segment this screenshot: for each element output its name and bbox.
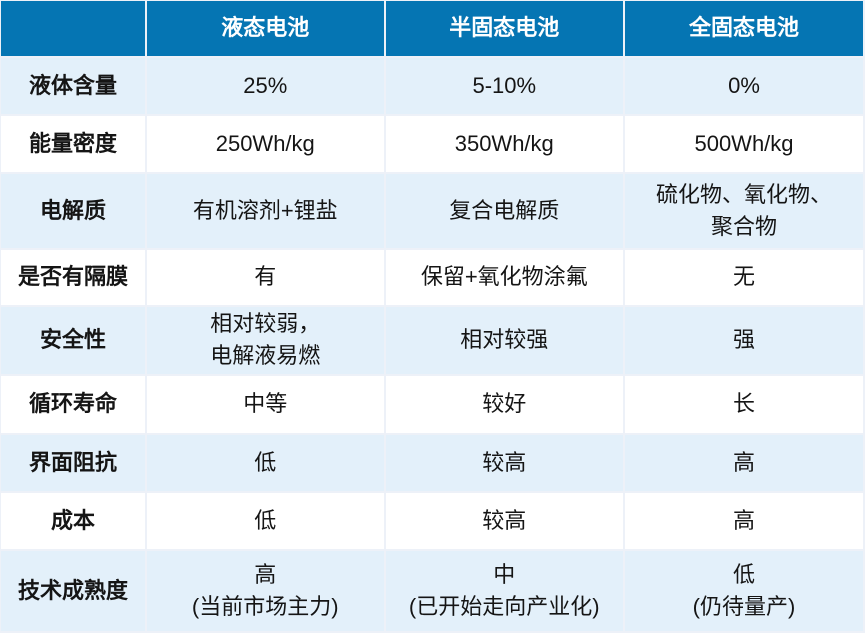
data-cell-2-2-line: 硫化物、氧化物、	[655, 181, 832, 207]
data-cell-5-2-line: 长	[732, 391, 755, 416]
row-label-0: 液体含量	[1, 57, 145, 114]
row-label-4: 安全性	[1, 306, 145, 374]
data-cell-2-1-line: 复合电解质	[449, 197, 560, 223]
data-cell-6-2-line: 高	[732, 449, 755, 475]
row-label-1: 能量密度	[1, 116, 145, 172]
data-cell-7-1-line: 较高	[482, 507, 527, 533]
data-cell-0-1-line: 5-10%	[472, 72, 537, 98]
row-label-8-line: 技术成熟度	[17, 577, 128, 603]
data-cell-8-1-line: 中	[493, 561, 516, 587]
data-cell-0-1: 5-10%	[385, 57, 623, 114]
data-cell-2-0: 有机溶剂+锂盐	[147, 174, 384, 248]
data-cell-5-2: 长	[625, 375, 863, 433]
data-cell-6-2: 高	[625, 434, 863, 491]
row-label-2-line: 电解质	[39, 197, 106, 223]
data-cell-1-0: 250Wh/kg	[147, 116, 384, 172]
data-cell-7-2-line: 高	[732, 507, 755, 533]
data-cell-1-1: 350Wh/kg	[385, 116, 623, 172]
data-cell-3-0: 有	[147, 249, 384, 305]
row-label-5-line: 循环寿命	[28, 391, 117, 416]
data-cell-0-2-line: 0%	[728, 72, 760, 98]
data-cell-1-2: 500Wh/kg	[625, 116, 863, 172]
data-cell-4-0-line: 电解液易燃	[210, 343, 321, 368]
header-cell-2: 半固态电池	[385, 1, 623, 56]
data-cell-7-0: 低	[147, 492, 384, 549]
data-cell-5-1: 较好	[385, 375, 623, 433]
data-cell-0-2: 0%	[625, 57, 863, 114]
row-label-1-line: 能量密度	[28, 131, 117, 156]
data-cell-4-0: 相对较弱， 电解液易燃	[147, 306, 384, 374]
data-cell-3-0-line: 有	[254, 264, 277, 289]
data-cell-6-0: 低	[147, 434, 384, 491]
data-cell-3-1-line: 保留+氧化物涂氟	[420, 264, 588, 289]
header-cell-3-line: 全固态电池	[688, 15, 799, 41]
data-cell-8-1: 中 (已开始走向产业化)	[385, 550, 623, 631]
data-cell-5-0-line: 中等	[243, 391, 288, 416]
data-cell-5-0: 中等	[147, 375, 384, 433]
header-cell-1: 液态电池	[147, 1, 384, 56]
data-cell-3-1: 保留+氧化物涂氟	[385, 249, 623, 305]
data-cell-2-1: 复合电解质	[385, 174, 623, 248]
data-cell-6-1-line: 较高	[482, 449, 527, 475]
data-cell-4-2: 强	[625, 306, 863, 374]
row-label-7: 成本	[1, 492, 145, 549]
data-cell-4-1-line: 相对较强	[460, 327, 549, 352]
header-cell-1-line: 液态电池	[221, 15, 310, 41]
data-cell-1-1-line: 350Wh/kg	[454, 131, 554, 156]
data-cell-3-2: 无	[625, 249, 863, 305]
data-cell-3-2-line: 无	[732, 264, 755, 289]
row-label-4-line: 安全性	[39, 327, 106, 352]
row-label-8: 技术成熟度	[1, 550, 145, 631]
data-cell-8-2-line: (仍待量产)	[692, 593, 796, 619]
data-cell-4-1: 相对较强	[385, 306, 623, 374]
row-label-2: 电解质	[1, 174, 145, 248]
row-label-3-line: 是否有隔膜	[17, 264, 128, 289]
header-corner-cell	[1, 1, 145, 56]
row-label-6-line: 界面阻抗	[28, 449, 117, 475]
row-label-3: 是否有隔膜	[1, 249, 145, 305]
data-cell-8-0-line: (当前市场主力)	[191, 593, 339, 619]
data-cell-4-0-line: 相对较弱，	[210, 311, 321, 336]
header-cell-3: 全固态电池	[625, 1, 863, 56]
data-cell-2-2-line: 聚合物	[710, 213, 777, 239]
data-cell-7-2: 高	[625, 492, 863, 549]
data-cell-2-2: 硫化物、氧化物、 聚合物	[625, 174, 863, 248]
data-cell-6-1: 较高	[385, 434, 623, 491]
row-label-5: 循环寿命	[1, 375, 145, 433]
data-cell-7-0-line: 低	[254, 507, 277, 533]
data-cell-8-2: 低 (仍待量产)	[625, 550, 863, 631]
row-label-7-line: 成本	[50, 507, 95, 533]
data-cell-4-2-line: 强	[732, 327, 755, 352]
data-cell-2-0-line: 有机溶剂+锂盐	[192, 197, 338, 223]
data-cell-5-1-line: 较好	[482, 391, 527, 416]
data-cell-1-2-line: 500Wh/kg	[694, 131, 794, 156]
data-cell-7-1: 较高	[385, 492, 623, 549]
row-label-0-line: 液体含量	[28, 72, 117, 98]
data-cell-1-0-line: 250Wh/kg	[215, 131, 315, 156]
data-cell-0-0: 25%	[147, 57, 384, 114]
data-cell-6-0-line: 低	[254, 449, 277, 475]
data-cell-8-1-line: (已开始走向产业化)	[408, 593, 600, 619]
data-cell-8-0-line: 高	[254, 561, 277, 587]
data-cell-0-0-line: 25%	[243, 72, 288, 98]
data-cell-8-0: 高 (当前市场主力)	[147, 550, 384, 631]
data-cell-8-2-line: 低	[732, 561, 755, 587]
header-cell-2-line: 半固态电池	[449, 15, 560, 41]
row-label-6: 界面阻抗	[1, 434, 145, 491]
